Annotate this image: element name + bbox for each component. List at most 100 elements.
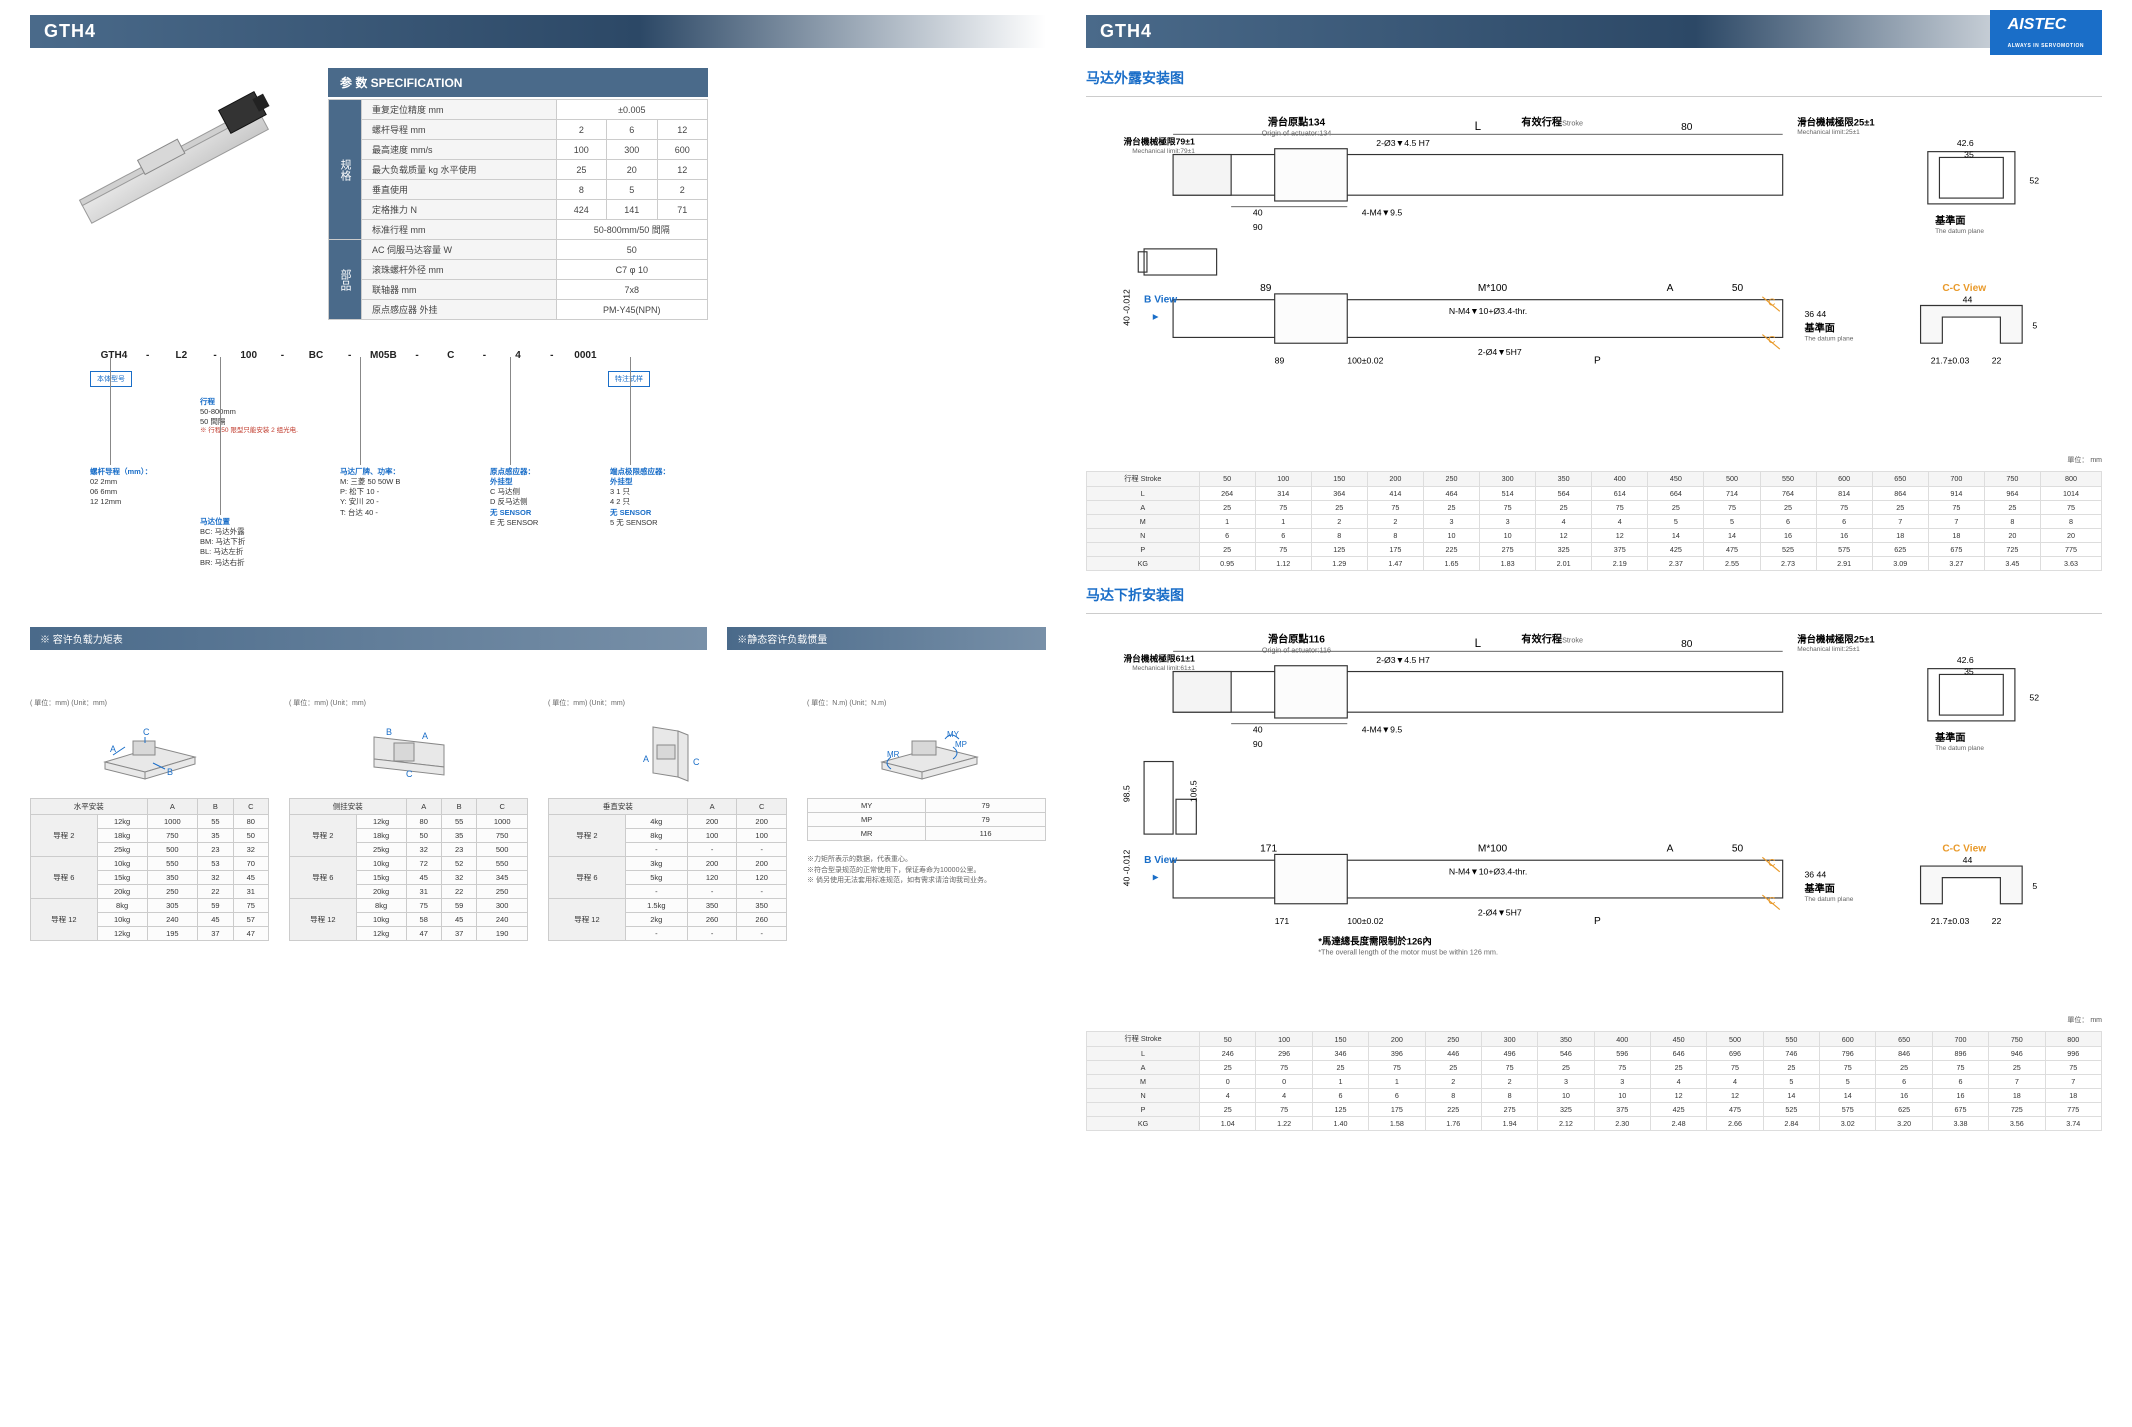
svg-text:36 44: 36 44 <box>1804 869 1826 879</box>
svg-text:*馬達總長度需限制於126內: *馬達總長度需限制於126內 <box>1318 935 1432 946</box>
spec-table: 规格重复定位精度 mm±0.005螺杆导程 mm2612最高速度 mm/s100… <box>328 99 708 320</box>
svg-text:C-C View: C-C View <box>1942 843 1986 854</box>
svg-text:89: 89 <box>1275 356 1285 366</box>
pn-box-right: 特注式样 <box>608 371 650 387</box>
svg-text:40: 40 <box>1253 724 1263 734</box>
unit-label: 單位： mm <box>1086 455 2102 465</box>
svg-text:有效行程: 有效行程 <box>1521 116 1562 129</box>
drawing-1: L 滑台原點134Origin of actuator:134 滑台機械極限79±1… <box>1086 107 2102 455</box>
svg-text:44: 44 <box>1963 295 1973 305</box>
svg-text:滑台機械極限61±1: 滑台機械極限61±1 <box>1123 652 1195 663</box>
drawing-2: L滑台原點116Origin of actuator:116滑台機械極限61±1… <box>1086 624 2102 1015</box>
left-page-title: GTH4 <box>30 15 1046 48</box>
svg-text:▸: ▸ <box>1153 870 1159 883</box>
svg-text:106.5: 106.5 <box>1188 780 1198 802</box>
load-notes: ※力矩所表示的数据，代表重心。※符合型录规范的正常使用下，保证寿命为10000公… <box>807 855 1046 887</box>
svg-text:Origin of actuator:116: Origin of actuator:116 <box>1262 646 1331 655</box>
svg-text:Origin of actuator:134: Origin of actuator:134 <box>1262 129 1332 138</box>
svg-text:4-M4▼9.5: 4-M4▼9.5 <box>1362 724 1403 734</box>
svg-text:42.6: 42.6 <box>1957 138 1974 148</box>
svg-text:N-M4▼10+Ø3.4-thr.: N-M4▼10+Ø3.4-thr. <box>1449 867 1527 877</box>
svg-text:50: 50 <box>1732 283 1744 294</box>
svg-text:171: 171 <box>1260 843 1277 854</box>
svg-text:▸: ▸ <box>1153 310 1159 323</box>
svg-text:22: 22 <box>1992 916 2002 926</box>
svg-text:89: 89 <box>1260 283 1272 294</box>
svg-text:L: L <box>1475 120 1482 133</box>
svg-text:A: A <box>110 744 116 754</box>
svg-text:2-Ø4▼5H7: 2-Ø4▼5H7 <box>1478 907 1522 917</box>
svg-text:滑台機械極限79±1: 滑台機械極限79±1 <box>1123 135 1195 146</box>
svg-text:5: 5 <box>2032 881 2037 891</box>
svg-text:44: 44 <box>1963 855 1973 865</box>
svg-text:滑台原點134: 滑台原點134 <box>1268 116 1326 129</box>
svg-text:A: A <box>422 731 428 741</box>
svg-text:P: P <box>1594 356 1601 367</box>
svg-text:Mechanical limit:25±1: Mechanical limit:25±1 <box>1797 129 1860 136</box>
svg-text:C-C View: C-C View <box>1942 283 1986 294</box>
svg-text:40 -0.012: 40 -0.012 <box>1122 289 1132 326</box>
svg-text:基準面: 基準面 <box>1934 731 1965 744</box>
load-header-right: ※静态容许负载惯量 <box>727 627 1046 650</box>
svg-text:基準面: 基準面 <box>1803 882 1834 895</box>
part-number-diagram: GTH4-L2-100-BC-M05B-C-4-0001 本体型号 特注式样 螺… <box>30 350 1046 597</box>
logo-tagline: ALWAYS IN SERVOMOTION <box>2008 43 2084 49</box>
svg-text:52: 52 <box>2029 176 2039 186</box>
logo-text: AISTEC <box>2008 16 2067 33</box>
unit-label: ( 單位：mm) (Unit：mm) <box>548 698 787 708</box>
svg-text:Mechanical limit:79±1: Mechanical limit:79±1 <box>1132 148 1195 155</box>
svg-text:B View: B View <box>1144 855 1177 866</box>
svg-text:The datum plane: The datum plane <box>1935 745 1984 752</box>
svg-text:*The overall length of the mot: *The overall length of the motor must be… <box>1318 947 1498 956</box>
svg-text:N-M4▼10+Ø3.4-thr.: N-M4▼10+Ø3.4-thr. <box>1449 306 1527 316</box>
dim-table-1: 行程 Stroke5010015020025030035040045050055… <box>1086 471 2102 571</box>
svg-text:4-M4▼9.5: 4-M4▼9.5 <box>1362 208 1403 218</box>
svg-text:M*100: M*100 <box>1478 283 1508 294</box>
svg-text:171: 171 <box>1275 916 1290 926</box>
svg-text:The datum plane: The datum plane <box>1804 896 1853 903</box>
svg-text:A: A <box>643 754 649 764</box>
svg-text:P: P <box>1594 916 1601 927</box>
svg-text:M*100: M*100 <box>1478 843 1508 854</box>
svg-text:22: 22 <box>1992 356 2002 366</box>
unit-label: ( 單位：mm) (Unit：mm) <box>30 698 269 708</box>
svg-text:滑台機械極限25±1: 滑台機械極限25±1 <box>1797 633 1874 644</box>
svg-text:2-Ø3▼4.5 H7: 2-Ø3▼4.5 H7 <box>1376 655 1430 665</box>
svg-text:The datum plane: The datum plane <box>1804 335 1853 342</box>
svg-text:滑台機械極限25±1: 滑台機械極限25±1 <box>1797 117 1874 128</box>
unit-label: ( 單位：N.m) (Unit：N.m) <box>807 698 1046 708</box>
svg-text:40 -0.012: 40 -0.012 <box>1122 849 1132 886</box>
svg-text:滑台原點116: 滑台原點116 <box>1268 632 1325 645</box>
svg-text:A: A <box>1667 283 1674 294</box>
svg-text:B: B <box>167 767 173 777</box>
svg-text:36 44: 36 44 <box>1804 309 1826 319</box>
svg-text:Mechanical limit:61±1: Mechanical limit:61±1 <box>1132 665 1195 672</box>
right-page-title: GTH4 <box>1086 15 2102 48</box>
svg-text:80: 80 <box>1681 639 1693 650</box>
spec-header: 参 数 SPECIFICATION <box>328 68 708 97</box>
svg-text:90: 90 <box>1253 222 1263 232</box>
load-table-4: MY79MP79MR116 <box>807 798 1046 841</box>
load-table-1: 水平安装ABC导程 212kg1000558018kg750355025kg50… <box>30 798 269 941</box>
load-header-left: ※ 容许负载力矩表 <box>30 627 707 650</box>
dim-table-2: 行程 Stroke5010015020025030035040045050055… <box>1086 1031 2102 1131</box>
svg-text:40: 40 <box>1253 208 1263 218</box>
svg-text:2-Ø3▼4.5 H7: 2-Ø3▼4.5 H7 <box>1376 138 1430 148</box>
svg-text:2-Ø4▼5H7: 2-Ø4▼5H7 <box>1478 347 1522 357</box>
svg-text:The datum plane: The datum plane <box>1935 228 1984 235</box>
svg-text:C: C <box>143 727 150 737</box>
svg-text:Mechanical limit:25±1: Mechanical limit:25±1 <box>1797 646 1860 653</box>
unit-label: ( 單位：mm) (Unit：mm) <box>289 698 528 708</box>
svg-text:基準面: 基準面 <box>1803 322 1834 335</box>
svg-text:90: 90 <box>1253 739 1263 749</box>
svg-text:42.6: 42.6 <box>1957 655 1974 665</box>
svg-text:基準面: 基準面 <box>1934 214 1965 227</box>
svg-text:21.7±0.03: 21.7±0.03 <box>1931 356 1970 366</box>
svg-text:C: C <box>406 769 413 779</box>
svg-text:21.7±0.03: 21.7±0.03 <box>1931 916 1970 926</box>
section1-title: 马达外露安装图 <box>1086 68 2102 88</box>
svg-text:C: C <box>693 757 700 767</box>
svg-text:有效行程: 有效行程 <box>1521 632 1562 645</box>
svg-text:35: 35 <box>1964 666 1974 676</box>
svg-text:100±0.02: 100±0.02 <box>1347 916 1383 926</box>
